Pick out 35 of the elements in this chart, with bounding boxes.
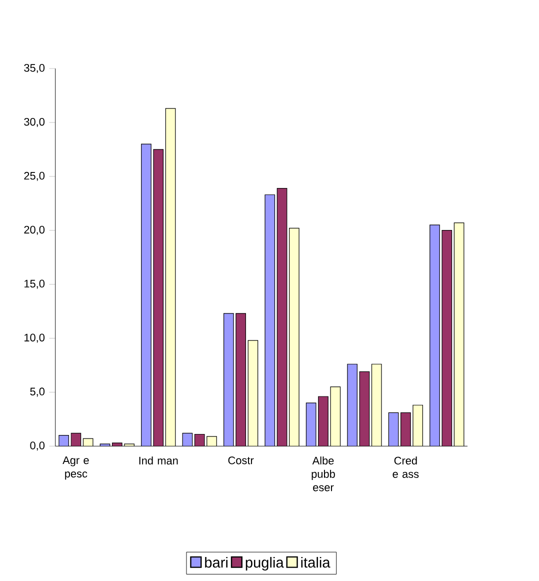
legend-label: italia: [301, 556, 330, 568]
legend-label: bari: [204, 556, 228, 568]
bar: [248, 340, 258, 446]
x-tick-label: Albe pubb eser: [312, 456, 335, 492]
bar: [306, 402, 316, 446]
y-tick-label: 30,0: [24, 118, 44, 127]
bar: [165, 108, 176, 446]
bar: [264, 194, 274, 446]
bar: [372, 364, 382, 446]
bar: [359, 371, 370, 446]
y-tick-label: 10,0: [24, 334, 44, 343]
bar: [206, 436, 216, 446]
bar: [429, 224, 440, 446]
y-tick-label: 25,0: [24, 172, 44, 181]
bar: [347, 364, 357, 446]
bar: [70, 432, 81, 446]
y-tick-label: 35,0: [24, 64, 44, 74]
bar: [224, 313, 234, 446]
bar: [141, 144, 151, 446]
bar: [330, 386, 340, 446]
bar: [454, 222, 464, 446]
bar: [388, 412, 398, 446]
y-tick-label: 5,0: [30, 388, 44, 397]
bar: [412, 405, 422, 446]
y-tick-label: 20,0: [24, 226, 44, 235]
y-tick-label: 15,0: [24, 280, 44, 289]
legend-label: puglia: [246, 556, 284, 571]
x-tick-label: Agr e pesc: [62, 456, 89, 480]
y-tick-label: 0,0: [30, 442, 44, 451]
x-tick-label: Costr: [228, 456, 254, 464]
bar: [58, 435, 68, 446]
x-tick-label: Cred e ass: [392, 456, 418, 478]
x-tick-label: Ind man: [139, 456, 178, 465]
bar: [276, 188, 287, 446]
bar: [289, 228, 299, 446]
